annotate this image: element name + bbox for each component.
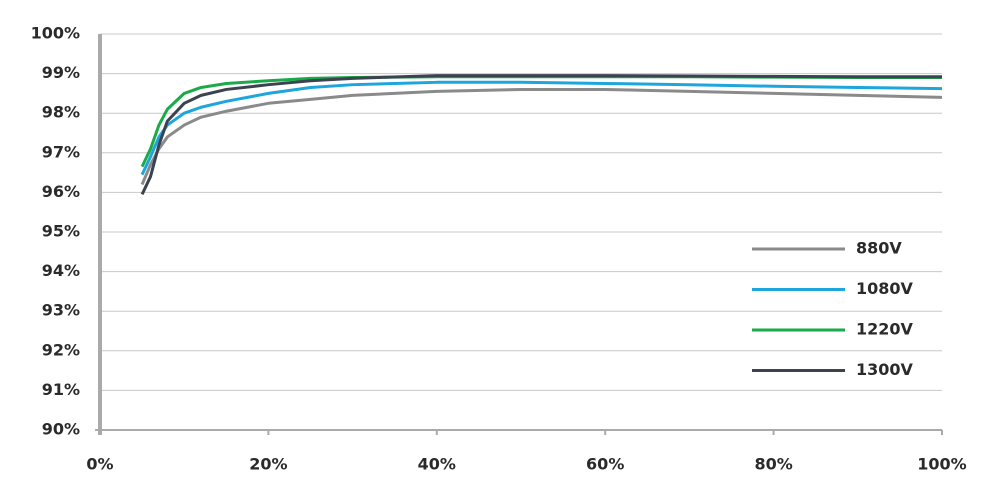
series-line: [140, 74, 942, 196]
legend-label: 1300V: [856, 360, 914, 379]
legend-label: 1220V: [856, 320, 914, 339]
x-tick-label: 0%: [86, 455, 113, 474]
x-tick-label: 20%: [249, 455, 287, 474]
y-tick-label: 91%: [42, 380, 80, 399]
series-line: [140, 80, 943, 176]
y-tick-label: 96%: [42, 182, 80, 201]
y-tick-label: 92%: [42, 340, 80, 359]
x-tick-label: 100%: [917, 455, 966, 474]
y-tick-label: 99%: [42, 63, 80, 82]
y-tick-label: 93%: [42, 301, 80, 320]
x-tick-label: 60%: [586, 455, 624, 474]
y-tick-label: 98%: [42, 103, 80, 122]
y-tick-label: 95%: [42, 222, 80, 241]
x-tick-label: 80%: [754, 455, 792, 474]
series-line: [140, 87, 943, 186]
x-tick-label: 40%: [418, 455, 456, 474]
y-tick-label: 94%: [42, 261, 80, 280]
y-tick-label: 90%: [42, 420, 80, 439]
y-tick-label: 100%: [31, 24, 80, 43]
legend-label: 880V: [856, 239, 902, 258]
legend-label: 1080V: [856, 279, 914, 298]
y-tick-label: 97%: [42, 142, 80, 161]
